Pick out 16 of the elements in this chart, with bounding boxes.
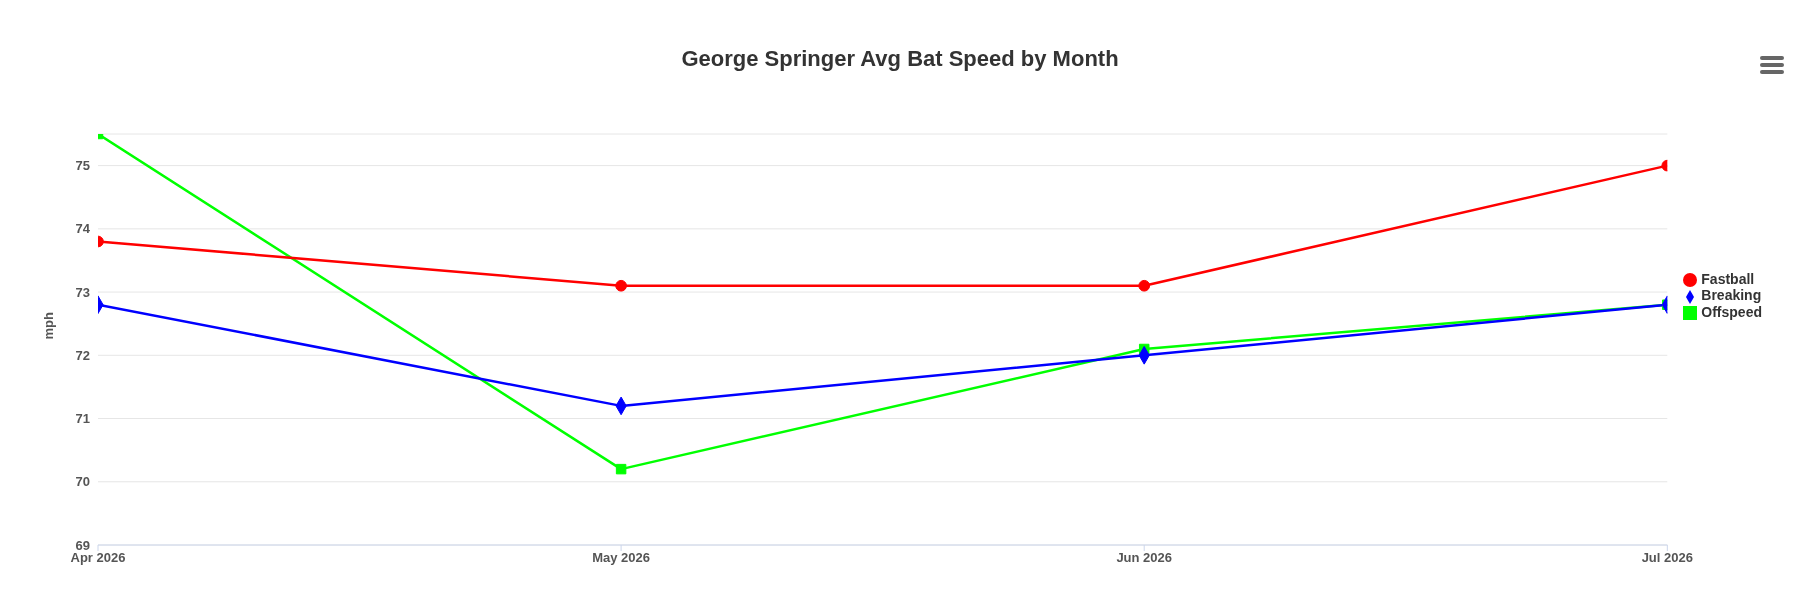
y-tick-label: 71 xyxy=(75,411,90,427)
legend-label: Breaking xyxy=(1701,287,1762,304)
x-tick-label: May 2026 xyxy=(592,550,651,566)
legend-label: Offspeed xyxy=(1701,303,1762,320)
y-axis-title: mph xyxy=(40,312,56,340)
y-tick-label: 69 xyxy=(75,537,90,553)
y-tick-label: 75 xyxy=(75,158,90,174)
x-tick-label: Jul 2026 xyxy=(1641,550,1693,566)
y-tick-label: 72 xyxy=(75,347,90,363)
chart-title: George Springer Avg Bat Speed by Month xyxy=(680,46,1120,72)
legend-label: Fastball xyxy=(1701,271,1755,288)
x-tick-label: Jun 2026 xyxy=(1116,550,1173,566)
y-tick-label: 73 xyxy=(75,284,90,300)
y-tick-label: 70 xyxy=(75,474,90,490)
y-tick-label: 74 xyxy=(75,221,91,237)
x-tick-label: Apr 2026 xyxy=(70,550,126,566)
